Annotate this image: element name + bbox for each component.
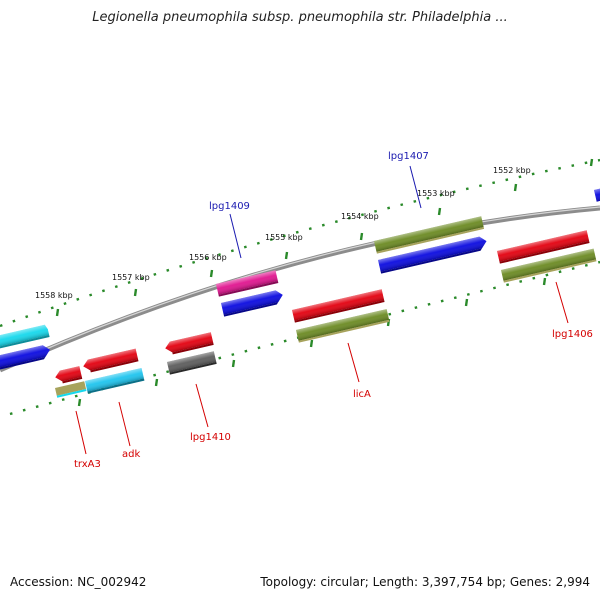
gene-features: [0, 185, 600, 398]
scale-label: 1554 kbp: [341, 212, 379, 221]
gene-label-trxA3[interactable]: trxA3: [74, 459, 101, 470]
scale-label: 1558 kbp: [35, 291, 73, 300]
gene-box-licA-olive[interactable]: [296, 309, 390, 343]
gene-box-adk[interactable]: [85, 367, 145, 394]
scale-label: 1555 kbp: [265, 233, 303, 242]
genome-summary: Topology: circular; Length: 3,397,754 bp…: [260, 575, 590, 589]
gene-label-licA[interactable]: licA: [353, 389, 371, 400]
genome-backbone-highlight: [0, 206, 600, 370]
gene-arrow-lpg1409-blue[interactable]: [221, 289, 285, 317]
label-leader-lines: [75, 165, 569, 455]
outer-major-ticks: [55, 158, 594, 317]
gene-label-lpg1406[interactable]: lpg1406: [552, 329, 593, 340]
gene-box-lpg1406-red[interactable]: [496, 230, 590, 264]
gene-labels: lpg1407 lpg1409 lpg1406 licA lpg1410 adk…: [74, 151, 593, 470]
scale-label: 1557 kbp: [112, 273, 150, 282]
gene-arrow-adk-red[interactable]: [82, 348, 139, 374]
gene-label-adk[interactable]: adk: [122, 449, 140, 460]
scale-labels: 1558 kbp 1557 kbp 1556 kbp 1555 kbp 1554…: [35, 166, 531, 300]
gene-label-lpg1409[interactable]: lpg1409: [209, 201, 250, 212]
gene-arrow-trxA3[interactable]: [54, 366, 83, 385]
gene-box-khaki[interactable]: [55, 381, 87, 398]
scale-label: 1552 kbp: [493, 166, 531, 175]
scale-label: 1553 kbp: [417, 189, 455, 198]
accession-label: Accession: NC_002942: [10, 575, 147, 589]
gene-label-lpg1407[interactable]: lpg1407: [388, 151, 429, 162]
gene-arrow-cyan-left[interactable]: [0, 324, 50, 349]
genome-backbone: [0, 205, 600, 373]
gene-box-lpg1406-olive[interactable]: [501, 248, 597, 283]
gene-arrow-lpg1410-red[interactable]: [164, 332, 214, 355]
gene-arrow-blue-right[interactable]: [594, 185, 600, 202]
gene-box-lpg1407-olive[interactable]: [374, 216, 485, 254]
inner-major-ticks: [77, 277, 547, 407]
gene-box-licA-red[interactable]: [292, 289, 385, 323]
gene-arrow-lpg1407-blue[interactable]: [378, 235, 488, 274]
scale-label: 1556 kbp: [189, 253, 227, 262]
map-title: Legionella pneumophila subsp. pneumophil…: [92, 10, 508, 25]
outer-scale-line: [0, 158, 600, 328]
gene-box-lpg1410[interactable]: [167, 351, 217, 375]
gene-arrow-blue-left[interactable]: [0, 344, 52, 370]
gene-box-lpg1409-magenta[interactable]: [216, 270, 279, 297]
gene-label-lpg1410[interactable]: lpg1410: [190, 432, 231, 443]
